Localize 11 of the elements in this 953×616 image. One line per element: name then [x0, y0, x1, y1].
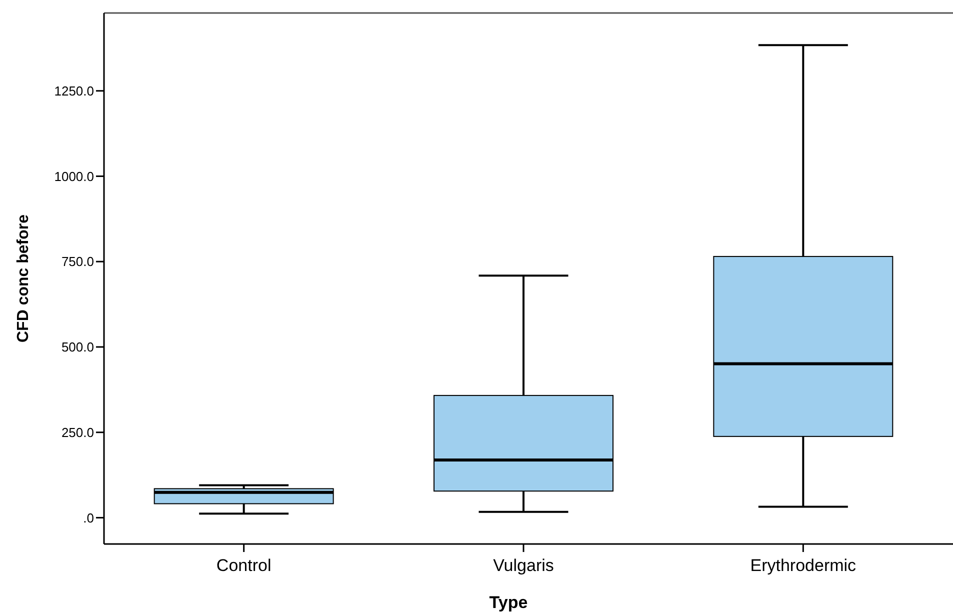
x-tick-label: Control: [216, 556, 272, 575]
y-tick-label: 1250.0: [54, 83, 94, 98]
y-tick-label: 500.0: [61, 340, 94, 355]
y-tick-label: 1000.0: [54, 168, 94, 184]
y-axis-title: CFD conc before: [15, 214, 32, 343]
y-tick-label: .0: [83, 510, 94, 526]
x-axis-title: Type: [489, 593, 528, 612]
x-tick-label: Erythrodermic: [750, 556, 857, 575]
x-tick-label: Vulgaris: [493, 556, 554, 575]
y-tick-label: 750.0: [61, 254, 94, 270]
y-tick-label: 250.0: [61, 424, 94, 440]
